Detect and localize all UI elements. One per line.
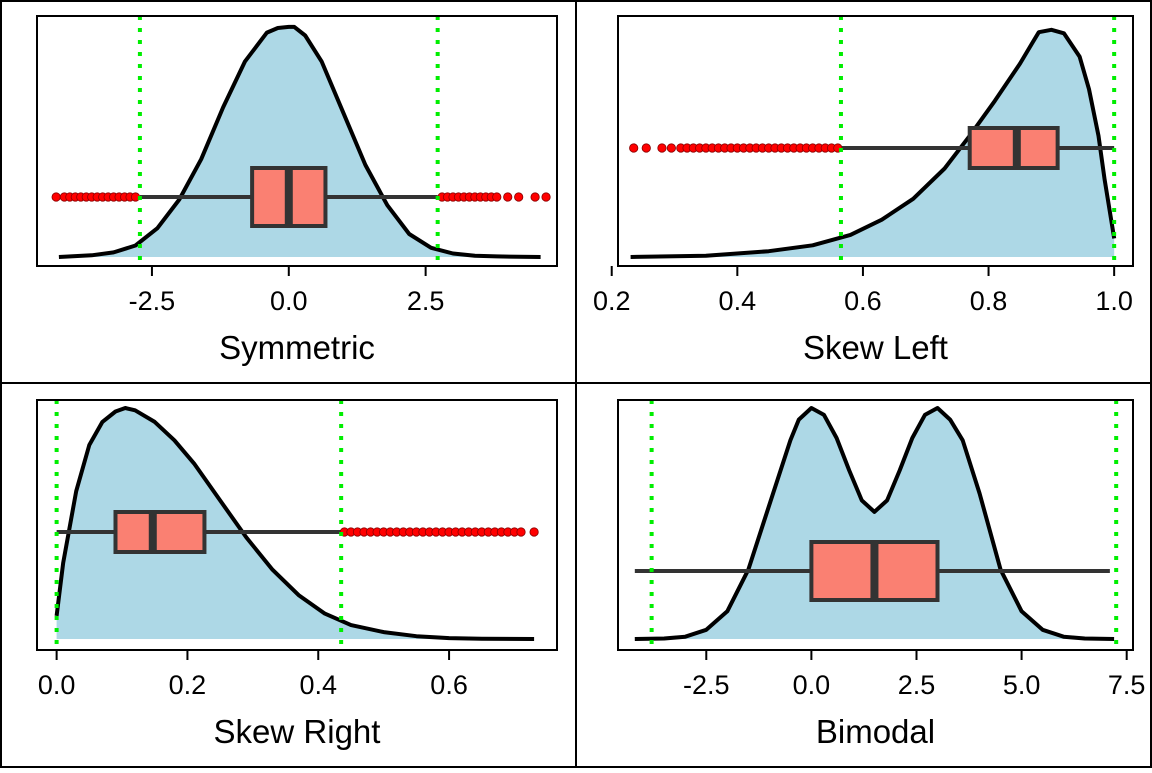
x-axis-label: Bimodal xyxy=(816,713,935,750)
x-tick-label: 0.0 xyxy=(38,670,76,700)
x-axis-label: Skew Left xyxy=(803,329,948,366)
x-tick-label: 0.6 xyxy=(430,670,468,700)
x-axis-label: Symmetric xyxy=(219,329,375,366)
plot-frame xyxy=(617,15,1134,267)
density-area xyxy=(634,408,1115,639)
density-line xyxy=(54,406,535,641)
outlier-point xyxy=(530,192,540,202)
outlier-point xyxy=(529,527,539,537)
density-line xyxy=(58,24,541,259)
density-line xyxy=(634,406,1115,641)
x-tick-label: 1.0 xyxy=(1095,286,1133,316)
outlier-point xyxy=(629,143,639,153)
x-tick-label: 0.0 xyxy=(270,286,308,316)
plot-frame xyxy=(617,399,1134,651)
panel-2: 0.2 0.4 0.6 0.8 1.0 Skew Left xyxy=(593,15,1134,366)
x-axis-label: Skew Right xyxy=(214,713,381,750)
outlier-point xyxy=(514,192,524,202)
x-tick-label: -2.5 xyxy=(129,286,176,316)
x-tick-label: 5.0 xyxy=(1003,670,1041,700)
panel-3: 0.0 0.2 0.4 0.6 Skew Right xyxy=(36,399,558,750)
outlier-point xyxy=(503,192,513,202)
panel-4: -2.5 0.0 2.5 5.0 7.5 Bimodal xyxy=(617,399,1146,750)
x-tick-label: 0.2 xyxy=(169,670,207,700)
outlier-point xyxy=(492,192,502,202)
x-tick-label: 2.5 xyxy=(407,286,445,316)
density-area xyxy=(56,408,535,639)
x-tick-label: 2.5 xyxy=(898,670,936,700)
x-tick-label: 0.8 xyxy=(970,286,1008,316)
outlier-point xyxy=(51,192,61,202)
x-tick-label: 0.6 xyxy=(844,286,882,316)
x-tick-label: 7.5 xyxy=(1108,670,1146,700)
outlier-point xyxy=(541,192,551,202)
density-area xyxy=(630,29,1115,257)
outlier-point xyxy=(666,143,676,153)
x-tick-label: 0.2 xyxy=(593,286,631,316)
x-tick-label: 0.4 xyxy=(719,286,757,316)
plot-frame xyxy=(36,15,558,267)
density-line xyxy=(630,27,1117,259)
outlier-point xyxy=(641,143,651,153)
x-tick-label: -2.5 xyxy=(683,670,730,700)
outlier-point xyxy=(657,143,667,153)
x-tick-label: 0.4 xyxy=(299,670,337,700)
plot-frame xyxy=(36,399,558,651)
box-iqr xyxy=(113,510,207,554)
outlier-point xyxy=(516,527,526,537)
x-tick-label: 0.0 xyxy=(793,670,831,700)
panel-1: -2.5 0.0 2.5 Symmetric xyxy=(36,15,558,366)
